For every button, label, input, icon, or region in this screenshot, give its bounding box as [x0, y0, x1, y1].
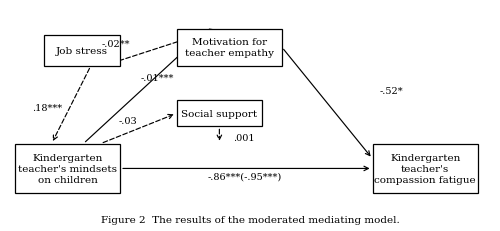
FancyBboxPatch shape	[372, 144, 478, 193]
FancyBboxPatch shape	[44, 36, 120, 67]
Text: .001: .001	[233, 134, 254, 143]
Text: Kindergarten
teacher's mindsets
on children: Kindergarten teacher's mindsets on child…	[18, 153, 117, 184]
FancyBboxPatch shape	[176, 101, 262, 127]
Text: -.03: -.03	[118, 116, 138, 125]
Text: Social support: Social support	[182, 109, 258, 118]
FancyBboxPatch shape	[176, 29, 282, 67]
Text: Job stress: Job stress	[56, 47, 108, 55]
Text: -.86***(-.95***): -.86***(-.95***)	[208, 172, 282, 181]
Text: -.02**: -.02**	[102, 40, 130, 49]
Text: Kindergarten
teacher's
compassion fatigue: Kindergarten teacher's compassion fatigu…	[374, 153, 476, 184]
FancyBboxPatch shape	[15, 144, 120, 193]
Text: .18***: .18***	[32, 103, 62, 112]
Text: Figure 2  The results of the moderated mediating model.: Figure 2 The results of the moderated me…	[100, 215, 400, 224]
Text: -.01***: -.01***	[140, 73, 174, 82]
Text: -.52*: -.52*	[380, 86, 404, 95]
Text: Motivation for
teacher empathy: Motivation for teacher empathy	[184, 38, 274, 58]
